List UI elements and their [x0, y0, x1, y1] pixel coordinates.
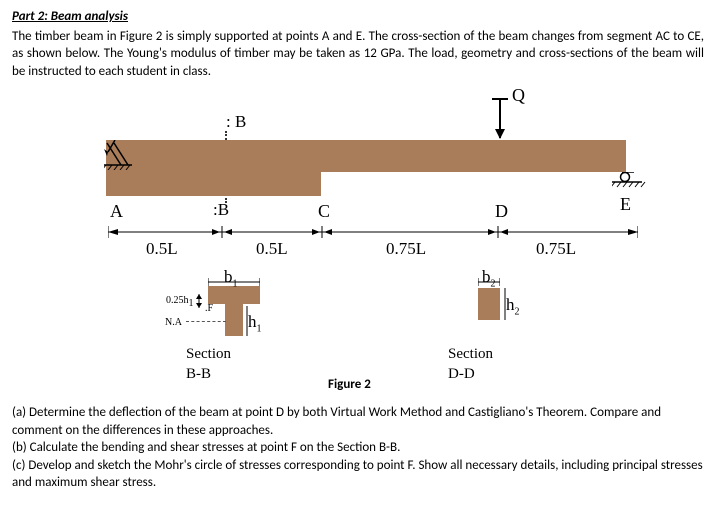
point-c: C	[318, 199, 330, 223]
dim-4: 0.75L	[536, 238, 576, 261]
dim-1: 0.5L	[146, 238, 178, 261]
point-b: :B	[213, 199, 229, 222]
question-b: (b) Calculate the bending and shear stre…	[12, 439, 704, 457]
dim-3: 0.75L	[386, 238, 426, 261]
beam-bottom-flange	[106, 172, 321, 196]
point-a: A	[110, 199, 123, 223]
figure-2: Q : B	[28, 86, 688, 396]
point-d: D	[495, 199, 508, 223]
figure-caption: Figure 2	[328, 376, 371, 394]
load-arrow	[499, 98, 501, 138]
part-title: Part 2: Beam analysis	[12, 8, 704, 26]
support-a-symbol	[104, 140, 132, 176]
intro-text: The timber beam in Figure 2 is simply su…	[12, 28, 704, 81]
dim-2: 0.5L	[256, 238, 288, 261]
questions: (a) Determine the deflection of the beam…	[12, 404, 704, 492]
question-c: (c) Develop and sketch the Mohr's circle…	[12, 457, 704, 492]
load-label-q: Q	[512, 83, 525, 107]
point-e: E	[620, 192, 631, 216]
beam-top	[106, 140, 626, 172]
b-top-label: : B	[226, 111, 246, 134]
question-a: (a) Determine the deflection of the beam…	[12, 404, 704, 439]
